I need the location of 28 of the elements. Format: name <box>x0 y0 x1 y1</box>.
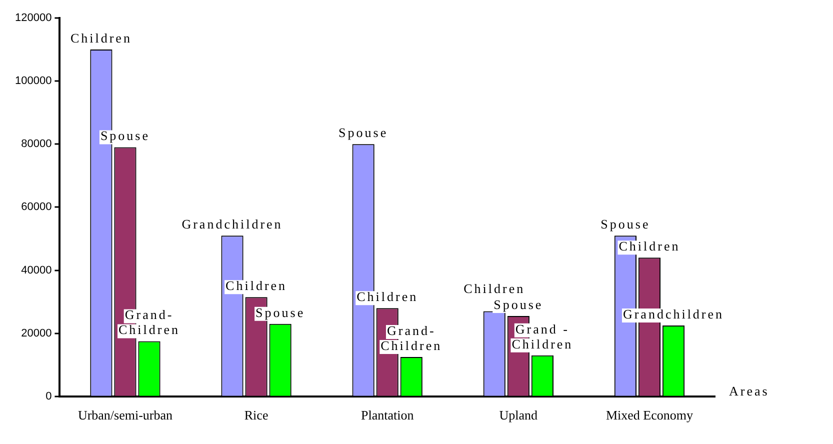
data-label: Spouse <box>338 125 388 140</box>
data-label: Spouse <box>256 304 306 320</box>
data-label: Grandchildren <box>182 216 283 232</box>
y-tick-label: 80000 <box>21 138 52 150</box>
x-tick-label: Mixed Economy <box>606 408 694 423</box>
y-tick-label: 60000 <box>21 201 52 214</box>
x-tick-label: Plantation <box>360 408 414 423</box>
data-label: Children <box>356 289 418 304</box>
data-label: Grandchildren <box>622 306 724 322</box>
y-tick-label: 40000 <box>21 264 52 276</box>
y-tick-label: 120000 <box>14 12 52 24</box>
x-tick-label: Upland <box>499 408 538 423</box>
x-tick-label: Urban/semi-urban <box>78 408 174 423</box>
y-tick-label: 20000 <box>21 327 52 340</box>
y-tick-label: 0 <box>46 390 52 402</box>
data-label: Grand- Children <box>118 307 180 338</box>
data-label: Spouse <box>100 128 150 144</box>
data-label: Children <box>464 280 526 296</box>
data-label: Children <box>226 278 288 293</box>
data-label: Grand - Children <box>512 321 574 352</box>
data-label: Spouse <box>494 296 544 312</box>
data-label: Spouse <box>600 216 650 232</box>
y-tick-label: 100000 <box>14 75 52 88</box>
data-label: Children <box>70 30 132 46</box>
x-tick-label: Rice <box>244 408 268 423</box>
x-axis-title: Areas <box>729 383 770 398</box>
data-label: Children <box>618 238 680 254</box>
data-label: Grand- Children <box>380 322 442 353</box>
